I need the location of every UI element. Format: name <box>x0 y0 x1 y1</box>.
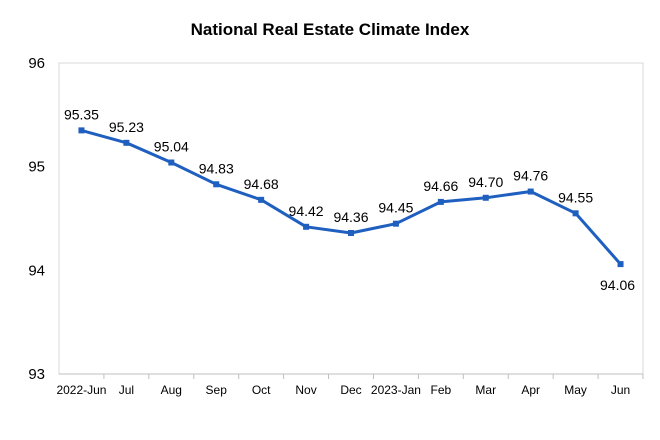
y-tick-label: 93 <box>28 366 45 383</box>
data-point <box>437 198 444 205</box>
x-tick-label: Feb <box>431 383 452 397</box>
x-tick-label: Aug <box>161 383 182 397</box>
data-point <box>168 159 175 166</box>
data-label: 94.45 <box>378 200 413 216</box>
x-tick-label: Jun <box>611 383 630 397</box>
x-tick-label: Dec <box>340 383 361 397</box>
data-label: 94.68 <box>244 176 279 192</box>
x-tick-label: Jul <box>119 383 134 397</box>
data-label: 95.35 <box>64 106 99 122</box>
data-labels: 95.35 95.23 95.04 94.83 94.68 94.42 94.36 94.45… <box>64 106 635 293</box>
data-markers <box>78 127 624 268</box>
data-label: 94.06 <box>600 277 635 293</box>
data-label: 95.04 <box>154 139 189 155</box>
x-tick-label: Mar <box>475 383 496 397</box>
data-label: 94.42 <box>289 203 324 219</box>
data-point <box>482 194 489 201</box>
data-label: 94.76 <box>513 168 548 184</box>
y-tick-label: 96 <box>28 55 45 72</box>
data-point <box>617 261 624 268</box>
x-tick-label: Apr <box>521 383 540 397</box>
chart-title: National Real Estate Climate Index <box>190 20 470 39</box>
data-point <box>303 223 310 230</box>
data-label: 94.83 <box>199 160 234 176</box>
data-point <box>348 230 354 237</box>
x-tick-label: Oct <box>252 383 271 397</box>
data-label: 94.36 <box>333 209 368 225</box>
x-tick-label: 2022-Jun <box>56 383 106 397</box>
x-tick-label: 2023-Jan <box>371 383 421 397</box>
data-point <box>213 181 220 188</box>
data-point <box>123 139 130 146</box>
data-point <box>78 127 85 134</box>
data-label: 94.70 <box>468 174 503 190</box>
data-point <box>392 220 399 227</box>
data-label: 95.23 <box>109 119 144 135</box>
y-tick-label: 95 <box>28 159 45 176</box>
data-point <box>572 210 579 217</box>
data-point <box>258 196 265 203</box>
x-tick-label: Nov <box>295 383 316 397</box>
x-tick-label: May <box>564 383 587 397</box>
data-label: 94.66 <box>423 178 458 194</box>
x-tick-label: Sep <box>206 383 228 397</box>
data-label: 94.55 <box>558 189 593 205</box>
data-point <box>527 188 534 195</box>
x-axis: 2022-Jun Jul Aug Sep Oct Nov Dec 2023-Jan Feb Mar… <box>56 374 644 397</box>
y-tick-label: 94 <box>28 262 45 279</box>
y-axis: 93 94 95 96 <box>28 55 45 383</box>
